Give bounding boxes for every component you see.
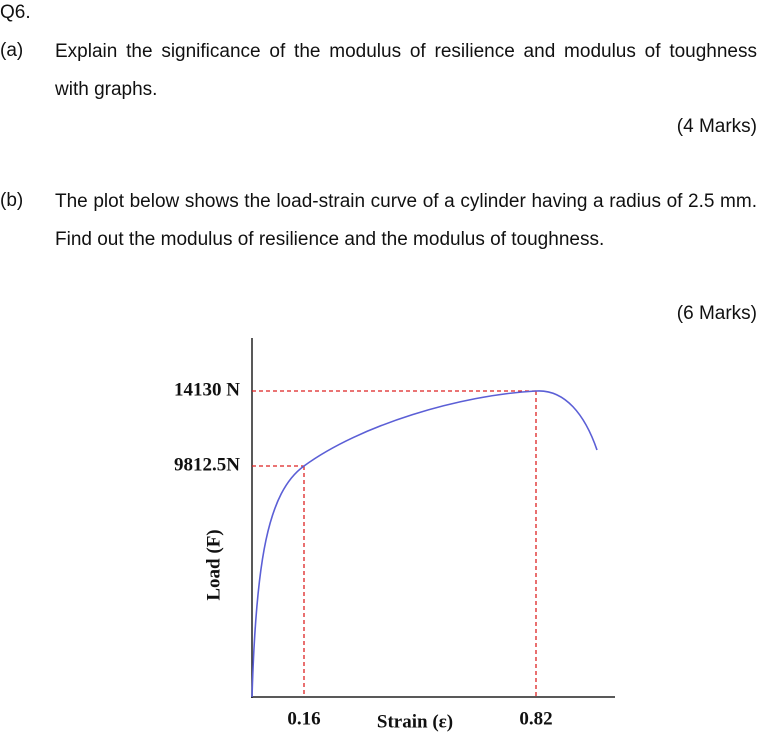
- part-label: (a): [0, 40, 24, 61]
- load-strain-curve: [251, 390, 598, 698]
- x-axis-label: Strain (ε): [377, 711, 453, 732]
- y-tick-label: 9812.5N: [174, 454, 240, 475]
- part-text: Explain the significance of the modulus …: [55, 41, 757, 100]
- x-tick-label: 0.82: [519, 708, 552, 729]
- question-number: Q6.: [0, 2, 31, 23]
- part-text: The plot below shows the load-strain cur…: [55, 191, 757, 250]
- x-tick-label: 0.16: [287, 708, 320, 729]
- y-tick-label: 14130 N: [174, 379, 240, 400]
- part-marks: (6 Marks): [676, 303, 757, 324]
- part-marks: (4 Marks): [676, 116, 757, 137]
- y-axis-label: Load (F): [203, 529, 224, 600]
- part-label: (b): [0, 190, 24, 211]
